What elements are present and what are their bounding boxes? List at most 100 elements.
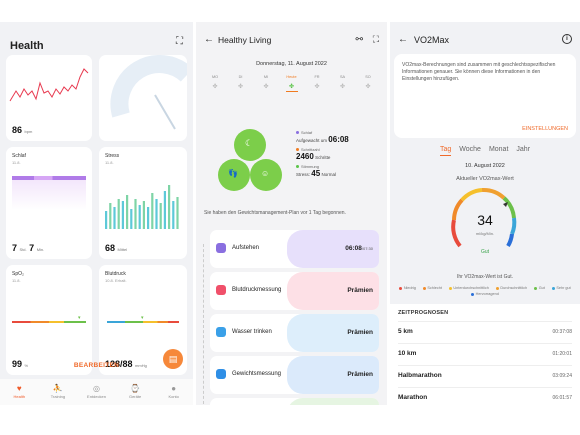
stress-bar xyxy=(147,207,150,229)
heart-rate-value: 86 bpm xyxy=(12,125,33,135)
plan-item[interactable]: Aufstehen 06:08/07:30 xyxy=(210,230,379,268)
vo2max-date: 10. August 2022 xyxy=(465,163,505,169)
steps-label: Schrittzahl xyxy=(301,147,320,152)
plan-illustration xyxy=(287,230,379,268)
plan-status: Prämien xyxy=(347,371,373,378)
tab-label: Geräte xyxy=(128,394,142,399)
page-title: Healthy Living xyxy=(218,35,272,45)
sleep-card[interactable]: Schlaf 11.8. 7 Std. 7 Min. xyxy=(6,147,92,259)
tab-week[interactable]: Woche xyxy=(459,146,481,153)
prediction-row: Marathon 06:01:57 xyxy=(398,387,572,405)
bp-title: Blutdruck xyxy=(105,271,126,277)
plan-status: Prämien xyxy=(347,329,373,336)
spo2-title: SpO₂ xyxy=(12,271,24,277)
spo2-card[interactable]: SpO₂ 11.8. ▾ 99 % xyxy=(6,265,92,375)
wake-label: Aufgewacht um xyxy=(296,138,328,143)
prediction-name: Marathon xyxy=(398,394,428,401)
tab-discover[interactable]: ◎ Entdecken xyxy=(79,384,113,405)
share-icon[interactable]: ⚯ xyxy=(355,34,363,44)
stress-value: 45 xyxy=(311,169,321,178)
clover-leaf-top xyxy=(234,129,266,161)
stress-card[interactable]: Stress 11.8. 68 Mittel xyxy=(99,147,187,259)
stress-label: Stress: xyxy=(296,172,311,177)
bp-scale xyxy=(107,321,179,323)
day-mo[interactable]: MO ✤ xyxy=(204,75,226,92)
day-fr[interactable]: FR ✤ xyxy=(306,75,328,92)
health-screen: Health ⛶ 86 bpm Schlaf 11.8. 7 Std. 7 Mi… xyxy=(0,22,193,405)
back-arrow-icon[interactable]: ← xyxy=(398,34,408,45)
expand-icon[interactable]: ⛶ xyxy=(176,36,183,47)
stress-date: 11.8. xyxy=(105,160,114,165)
clover-icon: ✤ xyxy=(212,84,218,90)
settings-notice: VO2max-Berechnungen sind zusammen mit ge… xyxy=(394,54,576,138)
day-indicator xyxy=(362,91,374,92)
day-so[interactable]: SO ✤ xyxy=(357,75,379,92)
prediction-time: 01:20:01 xyxy=(552,351,572,357)
day-label: MI xyxy=(263,75,269,79)
clover-icon: ✤ xyxy=(339,84,346,90)
settings-link[interactable]: EINSTELLUNGEN xyxy=(522,126,568,132)
stress-bar xyxy=(105,211,108,229)
stress-bar xyxy=(172,201,175,229)
day-sa[interactable]: SA ✤ xyxy=(332,75,354,92)
prediction-time: 03:09:24 xyxy=(552,373,572,379)
stress-bar xyxy=(134,199,137,229)
legend-item: Schlecht xyxy=(422,286,442,290)
daily-summary: Schlaf Aufgewacht um 06:08 Schrittzahl 2… xyxy=(296,130,384,181)
plan-illustration xyxy=(287,314,379,352)
prediction-row: 5 km 00:37:08 xyxy=(398,321,572,341)
plan-icon xyxy=(216,327,226,337)
heart-rate-card[interactable]: 86 bpm xyxy=(6,55,92,141)
day-di[interactable]: DI ✤ xyxy=(230,75,252,92)
bp-value: 128/88 mmHg xyxy=(105,359,147,369)
predictions-title: ZEITPROGNOSEN xyxy=(398,310,449,316)
stress-bar xyxy=(168,185,171,229)
tab-year[interactable]: Jahr xyxy=(516,146,531,153)
legend-item: Durchschnittlich xyxy=(495,286,527,290)
plan-item[interactable]: Gewichtsmessung Prämien xyxy=(210,356,379,394)
stress-bar xyxy=(121,201,124,229)
tab-account[interactable]: ● Konto xyxy=(157,384,191,405)
plan-item[interactable]: Tägliches LächelnPrämien xyxy=(210,398,379,405)
prediction-name: 10 km xyxy=(398,350,417,357)
clover-leaf-left xyxy=(218,159,250,191)
stress-bar xyxy=(142,201,145,229)
sleep-fade xyxy=(12,180,86,210)
tab-day[interactable]: Tag xyxy=(439,146,452,156)
stress-bar xyxy=(138,205,141,229)
clover-icon: ✤ xyxy=(288,84,295,90)
day-today[interactable]: Heute ✤ xyxy=(281,75,303,92)
plan-item[interactable]: Wasser trinken Prämien xyxy=(210,314,379,352)
sleep-title: Schlaf xyxy=(12,153,26,159)
activity-gauge-card[interactable] xyxy=(99,55,187,141)
stress-bar xyxy=(151,193,154,229)
bp-date: 10.8. Erhalt. xyxy=(105,278,127,283)
mood-summary: Stimmung Stress: 45 Normal xyxy=(296,164,384,178)
vo2max-gauge xyxy=(451,187,517,248)
info-icon[interactable]: i xyxy=(562,34,572,44)
tab-devices[interactable]: ⌚ Geräte xyxy=(118,384,152,405)
steps-value: 2460 xyxy=(296,152,314,161)
bottom-tab-bar: ♥ Health ⛹ Training ◎ Entdecken ⌚ Geräte ● Ko… xyxy=(0,379,193,405)
day-mi[interactable]: MI ✤ xyxy=(255,75,277,92)
edit-button[interactable]: BEARBEITEN xyxy=(73,362,120,369)
sleep-dot xyxy=(296,131,299,134)
tab-training[interactable]: ⛹ Training xyxy=(41,384,75,405)
steps-summary: Schrittzahl 2460 Schritte xyxy=(296,147,384,161)
day-indicator xyxy=(235,91,247,92)
plan-item[interactable]: Blutdruckmessung Prämien xyxy=(210,272,379,310)
legend-item: Unterdurchschnittlich xyxy=(448,286,489,290)
tab-label: Health xyxy=(13,394,26,399)
plan-status: 06:08/07:30 xyxy=(345,245,373,252)
notes-fab-button[interactable]: ▤ xyxy=(163,349,183,369)
back-arrow-icon[interactable]: ← xyxy=(204,34,214,45)
tab-month[interactable]: Monat xyxy=(488,146,509,153)
expand-icon[interactable]: ⛶ xyxy=(372,34,379,44)
tab-health[interactable]: ♥ Health xyxy=(2,384,36,405)
stress-bar xyxy=(176,197,179,229)
gauge-graphic xyxy=(110,55,187,130)
spo2-scale xyxy=(12,321,86,323)
spo2-marker-icon: ▾ xyxy=(78,315,81,321)
stress-title: Stress xyxy=(105,153,120,159)
sleep-date: 11.8. xyxy=(12,160,21,165)
